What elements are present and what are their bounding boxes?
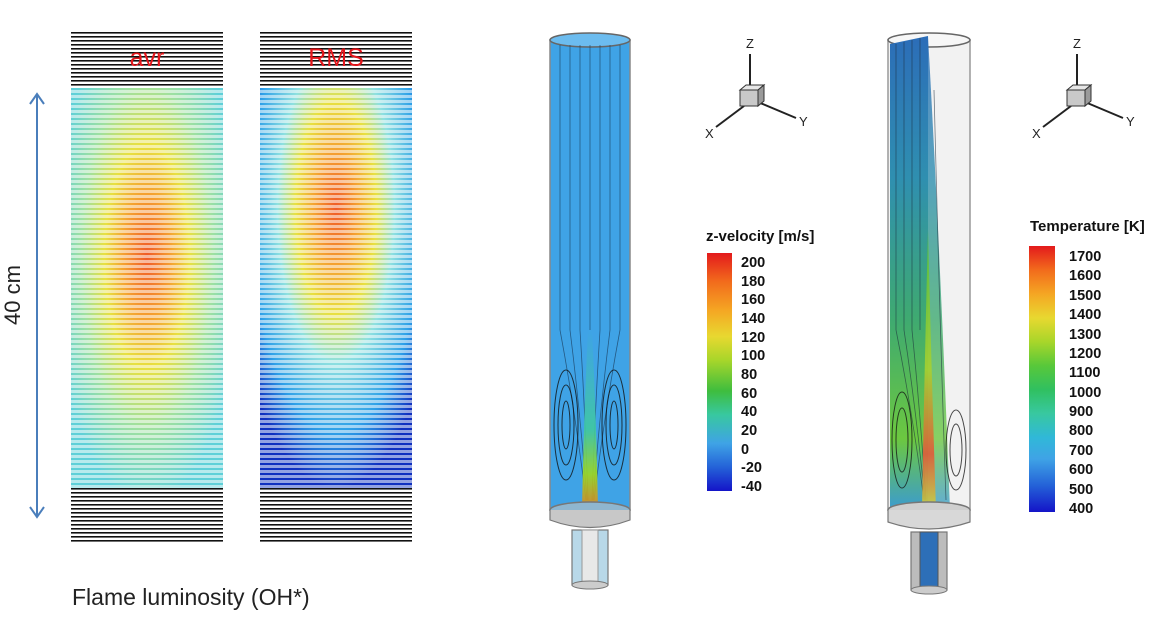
dimension-arrow <box>30 94 44 517</box>
avr-panel <box>71 30 223 543</box>
avr-label: avr <box>71 44 223 73</box>
temperature-tick: 1700 <box>1069 249 1101 265</box>
temperature-tick: 500 <box>1069 482 1093 498</box>
velocity-tick: 160 <box>741 292 765 308</box>
z-axis-letter: Z <box>746 36 754 51</box>
y-axis-letter: Y <box>799 114 808 129</box>
temperature-tick: 900 <box>1069 404 1093 420</box>
temperature-tick: 1000 <box>1069 385 1101 401</box>
x-axis-letter: X <box>1032 126 1041 141</box>
velocity-tick: 80 <box>741 367 757 383</box>
temperature-tick: 600 <box>1069 462 1093 478</box>
velocity-tick: 140 <box>741 311 765 327</box>
velocity-combustor-svg <box>530 30 670 600</box>
temperature-tick: 1600 <box>1069 268 1101 284</box>
temperature-colorbar <box>1029 246 1055 512</box>
temperature-tick: 400 <box>1069 501 1093 517</box>
temperature-tick: 1400 <box>1069 307 1101 323</box>
temperature-tick: 1500 <box>1069 288 1101 304</box>
velocity-legend-title: z-velocity [m/s] <box>706 228 814 245</box>
temperature-tick: 800 <box>1069 423 1093 439</box>
luminosity-panels-svg <box>0 0 440 622</box>
dimension-label: 40 cm <box>0 260 26 330</box>
velocity-tick: -40 <box>741 479 762 495</box>
y-axis-letter: Y <box>1126 114 1135 129</box>
velocity-colorbar <box>707 253 732 491</box>
velocity-tick: 200 <box>741 255 765 271</box>
x-axis-letter: X <box>705 126 714 141</box>
temperature-tick: 1100 <box>1069 365 1100 381</box>
velocity-tick: 40 <box>741 404 757 420</box>
temperature-tick: 700 <box>1069 443 1093 459</box>
rms-panel <box>260 30 412 543</box>
temperature-axis-triad: Z Y X <box>1027 32 1137 142</box>
rms-label: RMS <box>260 44 412 73</box>
velocity-tick: 20 <box>741 423 757 439</box>
velocity-axis-triad: Z Y X <box>700 32 810 142</box>
z-axis-letter: Z <box>1073 36 1081 51</box>
luminosity-caption: Flame luminosity (OH*) <box>72 584 310 611</box>
velocity-tick: 100 <box>741 348 765 364</box>
velocity-tick: 60 <box>741 386 757 402</box>
temperature-tick: 1300 <box>1069 327 1101 343</box>
velocity-tick: 0 <box>741 442 749 458</box>
temperature-tick: 1200 <box>1069 346 1101 362</box>
temperature-legend-title: Temperature [K] <box>1030 218 1145 235</box>
velocity-tick: 180 <box>741 274 765 290</box>
velocity-tick: 120 <box>741 330 765 346</box>
temperature-combustor-svg <box>868 30 1008 600</box>
velocity-tick: -20 <box>741 460 762 476</box>
